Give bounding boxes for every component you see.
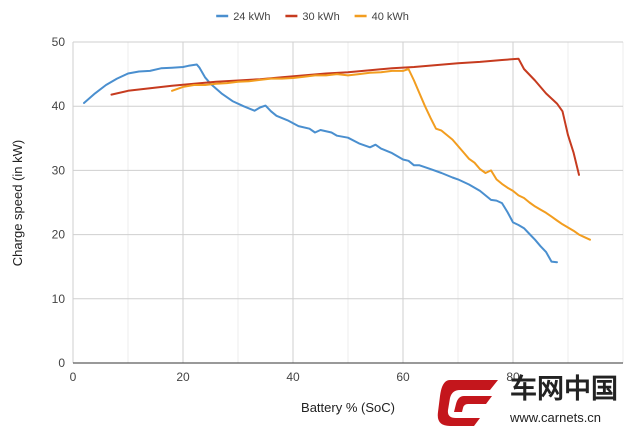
- x-tick-label: 0: [70, 370, 77, 384]
- y-tick-label: 0: [58, 356, 65, 370]
- y-axis-title: Charge speed (in kW): [10, 140, 25, 266]
- watermark-url: www.carnets.cn: [509, 410, 601, 425]
- x-tick-label: 80: [506, 370, 520, 384]
- x-tick-label: 60: [396, 370, 410, 384]
- legend-label: 40 kWh: [372, 11, 409, 23]
- y-tick-label: 10: [52, 292, 66, 306]
- legend-label: 30 kWh: [302, 11, 339, 23]
- series-line-24-kwh: [83, 63, 558, 264]
- y-tick-label: 50: [52, 35, 66, 49]
- axes: 0 20 40 60 80 0 10 20 30 40 50: [52, 35, 623, 384]
- y-tick-label: 40: [52, 99, 66, 113]
- logo-mark-inner: [454, 396, 492, 412]
- series-lines: [83, 57, 591, 264]
- watermark-brand: 车网中国: [510, 373, 618, 405]
- legend-label: 24 kWh: [233, 11, 270, 23]
- x-tick-label: 40: [286, 370, 300, 384]
- x-axis-title: Battery % (SoC): [301, 400, 395, 415]
- legend: 24 kWh 30 kWh 40 kWh: [216, 11, 409, 23]
- x-tick-label: 20: [176, 370, 190, 384]
- y-tick-label: 20: [52, 228, 66, 242]
- watermark: 车网中国 www.carnets.cn: [437, 373, 618, 426]
- series-line-40-kwh: [171, 68, 591, 241]
- carnets-logo: [437, 380, 498, 426]
- grid: [72, 41, 624, 363]
- logo-mark-outer: [437, 380, 498, 426]
- axis-titles: Battery % (SoC) Charge speed (in kW): [10, 140, 395, 415]
- y-tick-label: 30: [52, 163, 66, 177]
- series-line-30-kwh: [110, 57, 580, 176]
